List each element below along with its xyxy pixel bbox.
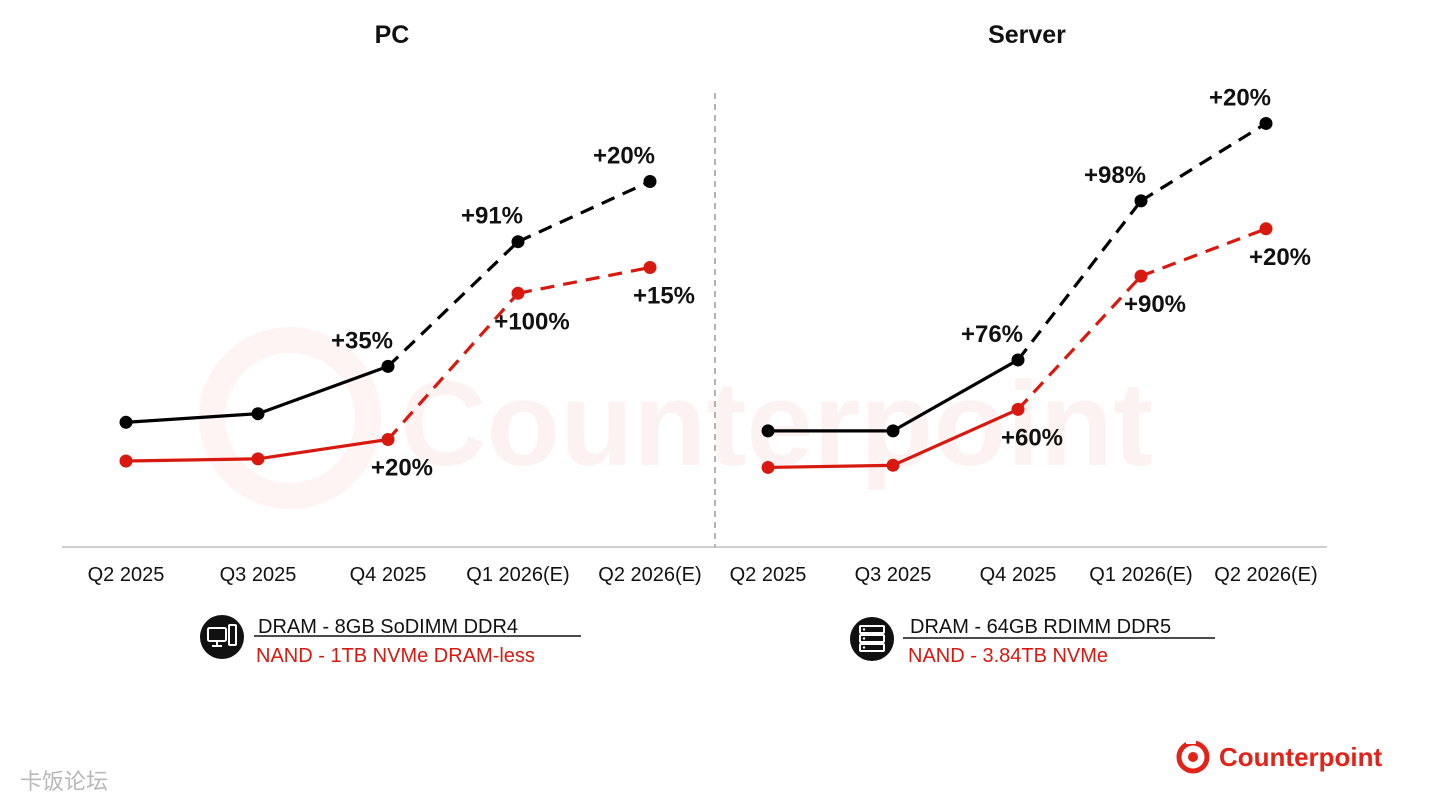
server-chart-title: Server — [988, 21, 1066, 49]
forum-watermark: 卡饭论坛 — [20, 770, 108, 795]
counterpoint-logo-text: Counterpoint — [1219, 742, 1383, 772]
pc-series-dram-segment — [386, 240, 520, 368]
pc-x-tick-label: Q2 2025 — [88, 564, 165, 586]
pc-series-dram-segment — [517, 180, 651, 244]
server-dram-data-label: +20% — [1209, 84, 1271, 111]
server-series-dram-segment — [1140, 122, 1267, 203]
pc-x-tick-label: Q1 2026(E) — [466, 564, 569, 586]
counterpoint-logo: Counterpoint — [1176, 737, 1383, 774]
pc-dram-point — [511, 235, 525, 249]
pc-legend-dram: DRAM - 8GB SoDIMM DDR4 — [258, 616, 518, 638]
pc-nand-point — [119, 454, 133, 468]
server-nand-point — [886, 458, 900, 472]
server-series-dram-segment — [1016, 199, 1143, 361]
server-x-tick-label: Q4 2025 — [980, 564, 1057, 586]
pc-series-dram-segment — [257, 364, 389, 416]
pc-nand-data-label: +20% — [371, 455, 433, 482]
pc-legend: DRAM - 8GB SoDIMM DDR4 NAND - 1TB NVMe D… — [200, 615, 581, 667]
pc-nand-point — [511, 286, 525, 300]
server-chart-panel: Server Q2 2025 Q3 2025 Q4 2025 Q1 2026(E) Q2… — [715, 21, 1327, 667]
pc-nand-data-label: +100% — [494, 308, 569, 335]
pc-chart-panel: PC Q2 2025 Q3 2025 Q4 2025 Q1 2026(E) Q2 202… — [62, 21, 715, 667]
pc-dram-data-label: +91% — [461, 203, 523, 230]
pc-chart-title: PC — [375, 21, 410, 49]
pc-dram-data-label: +20% — [593, 143, 655, 170]
pc-series-nand-segment — [125, 457, 259, 463]
server-series-points — [761, 116, 1273, 474]
server-x-axis-ticks: Q2 2025 Q3 2025 Q4 2025 Q1 2026(E) Q2 2026(E… — [730, 564, 1318, 586]
server-nand-data-label: +90% — [1124, 291, 1186, 318]
server-legend: DRAM - 64GB RDIMM DDR5 NAND - 3.84TB NVM… — [850, 616, 1215, 667]
server-dram-point — [1259, 116, 1273, 130]
server-dram-point — [761, 424, 775, 438]
pc-series-nand-segment — [386, 292, 520, 441]
server-nand-point — [1259, 222, 1273, 236]
pc-data-labels: +35% +91% +20% +20% +100% +15% — [331, 143, 695, 482]
server-x-tick-label: Q1 2026(E) — [1089, 564, 1192, 586]
server-dram-point — [886, 424, 900, 438]
server-x-tick-label: Q3 2025 — [855, 564, 932, 586]
server-series-nand-segment — [1140, 227, 1267, 278]
server-data-labels: +76% +98% +20% +60% +90% +20% — [961, 84, 1311, 451]
pc-nand-data-label: +15% — [633, 283, 695, 310]
server-series-nand-segment — [1016, 275, 1143, 411]
pc-dram-point — [119, 415, 133, 429]
pc-x-tick-label: Q2 2026(E) — [598, 564, 701, 586]
pc-nand-point — [643, 261, 657, 274]
server-series-nand-segment — [767, 463, 894, 470]
server-nand-data-label: +20% — [1249, 244, 1311, 271]
server-dram-data-label: +98% — [1084, 162, 1146, 189]
pc-x-tick-label: Q4 2025 — [350, 564, 427, 586]
server-nand-data-label: +60% — [1001, 424, 1063, 451]
server-series-lines — [767, 122, 1267, 470]
pc-series-nand-segment — [257, 437, 389, 461]
server-series-dram-segment — [892, 358, 1019, 433]
server-x-tick-label: Q2 2026(E) — [1214, 564, 1317, 586]
server-legend-nand: NAND - 3.84TB NVMe — [908, 645, 1108, 667]
pc-dram-point — [381, 359, 395, 373]
pc-legend-nand: NAND - 1TB NVMe DRAM-less — [256, 645, 535, 667]
pc-nand-point — [381, 433, 395, 446]
watermark-logo-ring — [199, 327, 381, 509]
pc-nand-point — [251, 452, 265, 466]
pc-x-tick-label: Q3 2025 — [220, 564, 297, 586]
pc-dram-point — [251, 407, 265, 421]
server-rack-icon — [850, 617, 894, 661]
pc-dram-point — [643, 175, 657, 188]
pc-series-points — [119, 175, 657, 468]
desktop-pc-icon — [200, 615, 244, 659]
pc-series-lines — [125, 180, 651, 463]
counterpoint-logo-icon — [1176, 737, 1210, 774]
pc-series-dram-segment — [125, 412, 259, 424]
server-nand-point — [761, 460, 775, 474]
server-nand-point — [1134, 269, 1148, 283]
server-x-tick-label: Q2 2025 — [730, 564, 807, 586]
server-series-nand-segment — [892, 407, 1019, 467]
server-dram-data-label: +76% — [961, 321, 1023, 348]
server-nand-point — [1011, 402, 1025, 416]
server-legend-dram: DRAM - 64GB RDIMM DDR5 — [910, 616, 1171, 638]
pc-series-nand-segment — [517, 265, 651, 295]
server-dram-point — [1011, 353, 1025, 367]
pc-x-axis-ticks: Q2 2025 Q3 2025 Q4 2025 Q1 2026(E) Q2 2026(E… — [88, 564, 702, 586]
server-dram-point — [1134, 194, 1148, 208]
pc-dram-data-label: +35% — [331, 327, 393, 354]
